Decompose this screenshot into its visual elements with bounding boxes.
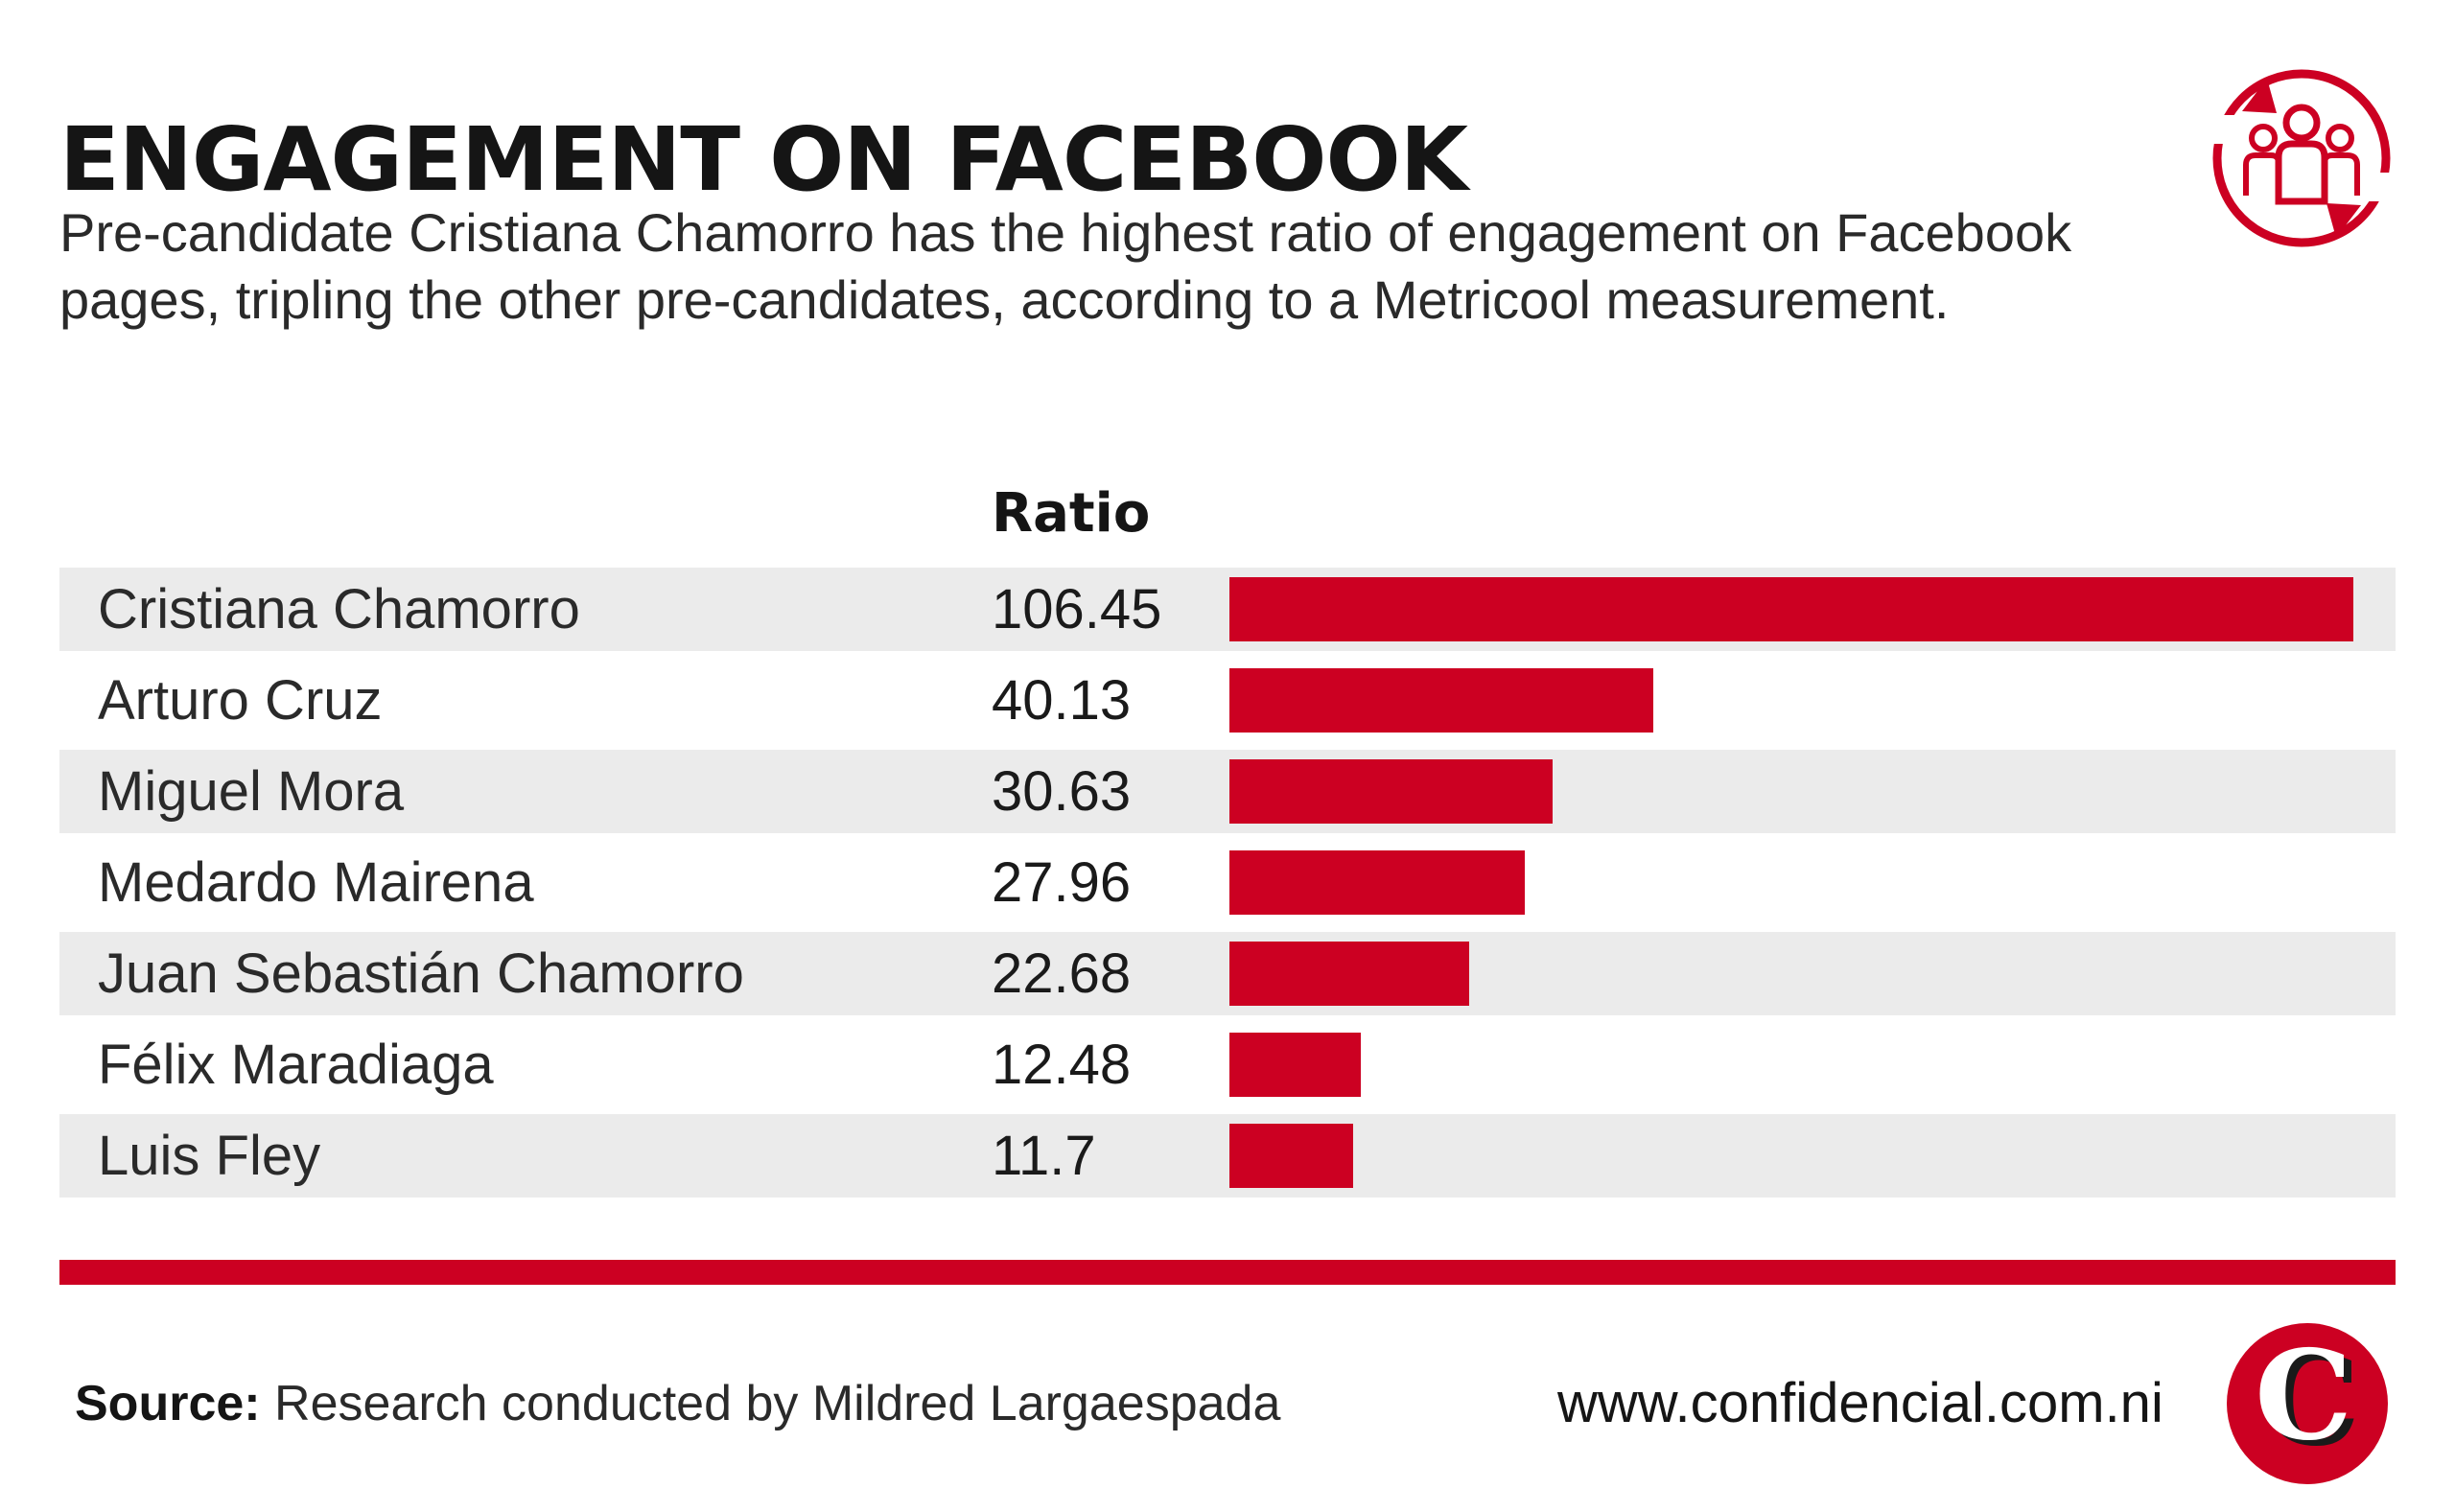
footer-divider [59, 1260, 2396, 1285]
value-label: 12.48 [992, 1034, 1132, 1096]
chart-subtitle: Pre-candidate Cristiana Chamorro has the… [59, 202, 2072, 330]
svg-text:C: C [2262, 1330, 2360, 1474]
source-label: Source: [75, 1376, 261, 1431]
website-url: www.confidencial.com.ni [1557, 1372, 2163, 1434]
svg-text:C: C [2255, 1324, 2352, 1468]
bar-chart: Cristiana Chamorro 106.45 Arturo Cruz 40… [59, 568, 2396, 1198]
value-label: 22.68 [992, 942, 1132, 1005]
bar-row: Félix Maradiaga 12.48 [59, 1023, 2396, 1106]
audience-engagement-icon [2206, 69, 2397, 247]
chart-title: ENGAGEMENT ON FACEBOOK [59, 108, 1468, 211]
category-label: Miguel Mora [98, 760, 405, 823]
category-label: Arturo Cruz [98, 669, 383, 732]
source-text: Research conducted by Mildred Largaespad… [260, 1376, 1281, 1431]
value-label: 11.7 [992, 1125, 1096, 1187]
bar [1229, 668, 1653, 733]
category-label: Juan Sebastián Chamorro [98, 942, 744, 1005]
category-label: Medardo Mairena [98, 851, 534, 914]
category-label: Félix Maradiaga [98, 1034, 494, 1096]
category-label: Cristiana Chamorro [98, 578, 580, 640]
value-column-header: Ratio [992, 482, 1151, 545]
value-label: 106.45 [992, 578, 1162, 640]
source-note: Source: Research conducted by Mildred La… [75, 1369, 1280, 1438]
bar-row: Juan Sebastián Chamorro 22.68 [59, 932, 2396, 1015]
bar [1229, 759, 1553, 824]
bar-row: Arturo Cruz 40.13 [59, 659, 2396, 742]
bar [1229, 577, 2353, 641]
category-label: Luis Fley [98, 1125, 321, 1187]
bar [1229, 1124, 1353, 1188]
value-label: 30.63 [992, 760, 1132, 823]
bar [1229, 850, 1525, 915]
bar-row: Medardo Mairena 27.96 [59, 841, 2396, 924]
confidencial-logo: C C [2227, 1323, 2388, 1484]
bar-row: Luis Fley 11.7 [59, 1114, 2396, 1198]
value-label: 40.13 [992, 669, 1132, 732]
bar [1229, 942, 1469, 1006]
value-label: 27.96 [992, 851, 1132, 914]
bar-row: Cristiana Chamorro 106.45 [59, 568, 2396, 651]
bar [1229, 1033, 1361, 1097]
bar-row: Miguel Mora 30.63 [59, 750, 2396, 833]
